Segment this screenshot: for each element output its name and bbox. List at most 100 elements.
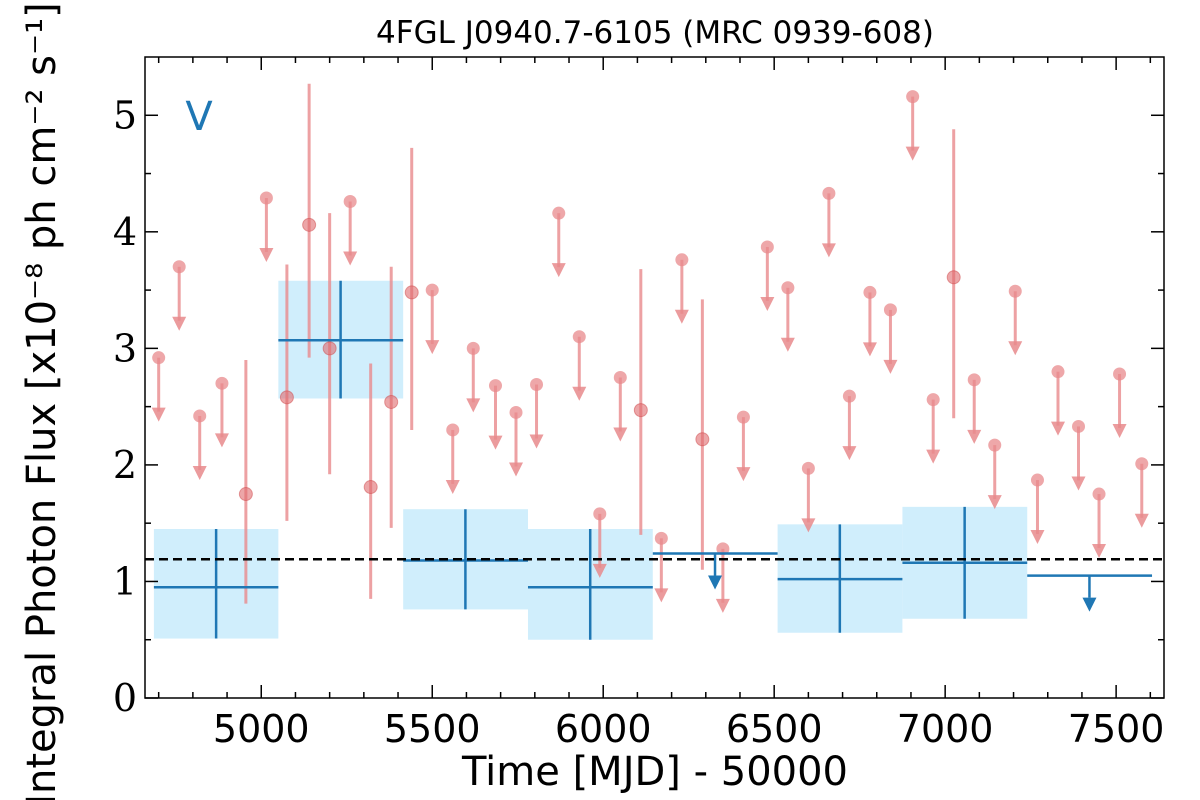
plot-frame [144, 56, 1165, 699]
short-bin-upper-limit-point [1051, 365, 1065, 379]
short-bin-upper-limit-point [1092, 487, 1106, 501]
short-bin-upper-limit-point [842, 389, 856, 403]
short-bin-upper-limit-point [215, 376, 229, 390]
short-bin-upper-limit-arrow [905, 146, 920, 161]
short-bin-upper-limit-point [781, 281, 795, 295]
short-bin-upper-limit-arrow [466, 398, 481, 413]
short-bin-upper-limit-point [675, 253, 689, 267]
long-bin-upper-limit-arrow [708, 575, 723, 590]
short-bin-upper-limit-arrow [425, 340, 440, 355]
short-bin-upper-limit-arrow [883, 359, 898, 374]
x-tick-label: 5000 [213, 707, 310, 751]
short-bin-point [302, 217, 317, 232]
short-bin-upper-limit-point [1072, 419, 1086, 433]
short-bin-upper-limit-arrow [214, 433, 229, 448]
short-bin-upper-limit-point [926, 393, 940, 407]
y-tick-label: 3 [113, 326, 137, 370]
axes: 5000 5500 6000 6500 7000 7500 0 1 2 3 4 5 [113, 56, 1165, 751]
short-bin-upper-limit-point [572, 330, 586, 344]
short-bin-upper-limit-arrow [821, 243, 836, 258]
short-bin-upper-limit-point [446, 423, 460, 437]
short-bin-upper-limit-arrow [259, 248, 274, 263]
short-bin-upper-limit-arrow [529, 434, 544, 449]
short-bin-upper-limit-arrow [801, 518, 816, 533]
x-tick-label: 5500 [384, 707, 481, 751]
short-bin-upper-limit-arrow [842, 446, 857, 461]
short-bin-point [279, 390, 294, 405]
short-bin-upper-limit-point [863, 285, 877, 299]
short-bin-upper-limit-point [193, 409, 207, 423]
y-tick-label: 0 [113, 676, 137, 720]
short-bin-upper-limit-arrow [736, 467, 751, 482]
short-bin-point [384, 394, 399, 409]
short-bin-upper-limit-point [988, 438, 1002, 452]
short-bin-upper-limit-arrow [926, 449, 941, 464]
short-bin-point [363, 480, 378, 495]
short-bin-upper-limit-point [967, 373, 981, 387]
short-bin-upper-limit-point [530, 377, 544, 391]
short-bin-upper-limit-point [593, 507, 607, 521]
short-bin-upper-limit-arrow [654, 588, 669, 603]
short-bin-upper-limit-arrow [1050, 421, 1065, 436]
short-bin-point [238, 487, 253, 502]
short-bin-upper-limit-point [343, 195, 357, 209]
short-bin-upper-limit-point [801, 461, 815, 475]
short-bin-upper-limit-arrow [172, 316, 187, 331]
short-bin-upper-limit-point [760, 240, 774, 254]
short-bin-upper-limit-arrow [551, 263, 566, 278]
plot-area [145, 83, 1164, 640]
short-bin-upper-limit-arrow [987, 495, 1002, 510]
short-bin-upper-limit-arrow [1030, 530, 1045, 545]
short-bin-upper-limit-arrow [192, 465, 207, 480]
short-bin-upper-limit-point [1135, 457, 1149, 471]
short-bin-upper-limit-arrow [862, 342, 877, 357]
short-bin-upper-limit-arrow [445, 479, 460, 494]
short-bin-upper-limit-point [883, 303, 897, 317]
short-bin-upper-limit-point [654, 531, 668, 545]
short-bin-upper-limit-point [466, 341, 480, 355]
short-bin-upper-limit-arrow [1112, 424, 1127, 439]
short-bin-upper-limit-arrow [343, 251, 358, 266]
short-bin-upper-limit-arrow [592, 563, 607, 578]
short-bin-upper-limit-point [172, 260, 186, 274]
short-bin-upper-limit-point [552, 206, 566, 220]
short-bin-upper-limit-arrow [967, 429, 982, 444]
x-axis-label: Time [MJD] - 50000 [461, 749, 848, 795]
short-bin-upper-limit-arrow [509, 462, 524, 477]
short-bin-point [695, 432, 710, 447]
y-axis-label: Integral Photon Flux [x10⁻⁸ ph cm⁻² s⁻¹] [19, 2, 65, 800]
short-bin-upper-limit-point [822, 186, 836, 200]
y-tick-label: 2 [113, 443, 137, 487]
short-bin-point [322, 341, 337, 356]
short-bin-upper-limit-point [716, 542, 730, 556]
short-bin-upper-limit-point [736, 410, 750, 424]
short-bin-point [404, 285, 419, 300]
short-bin-point [633, 403, 648, 418]
short-bin-upper-limit-arrow [488, 435, 503, 450]
long-bin-upper-limit-arrow [1082, 597, 1097, 612]
short-bin-upper-limit-arrow [780, 337, 795, 352]
short-bin-upper-limit-point [425, 283, 439, 297]
short-bin-upper-limit-arrow [151, 407, 166, 422]
short-bin-upper-limit-arrow [674, 309, 689, 324]
short-bin-upper-limit-arrow [1092, 544, 1107, 559]
y-tick-label: 4 [113, 210, 137, 254]
short-bin-upper-limit-arrow [760, 296, 775, 311]
short-bin-upper-limit-arrow [1071, 476, 1086, 491]
short-bin-upper-limit-arrow [613, 427, 628, 442]
x-tick-label: 6000 [555, 707, 652, 751]
short-bin-upper-limit-point [613, 371, 627, 384]
x-tick-label: 6500 [726, 707, 823, 751]
short-bin-upper-limit-point [1113, 367, 1127, 381]
short-bin-upper-limit-arrow [715, 598, 730, 613]
band-label: V [185, 94, 213, 140]
short-bin-point [946, 270, 961, 285]
short-bin-upper-limit-point [152, 351, 166, 365]
x-tick-label: 7000 [897, 707, 994, 751]
short-bin-upper-limit-arrow [1008, 341, 1023, 356]
short-bin-upper-limit-point [1008, 284, 1022, 298]
short-bin-upper-limit-point [259, 191, 273, 205]
short-bin-upper-limit-point [488, 379, 502, 393]
short-bin-upper-limit-arrow [572, 386, 587, 401]
